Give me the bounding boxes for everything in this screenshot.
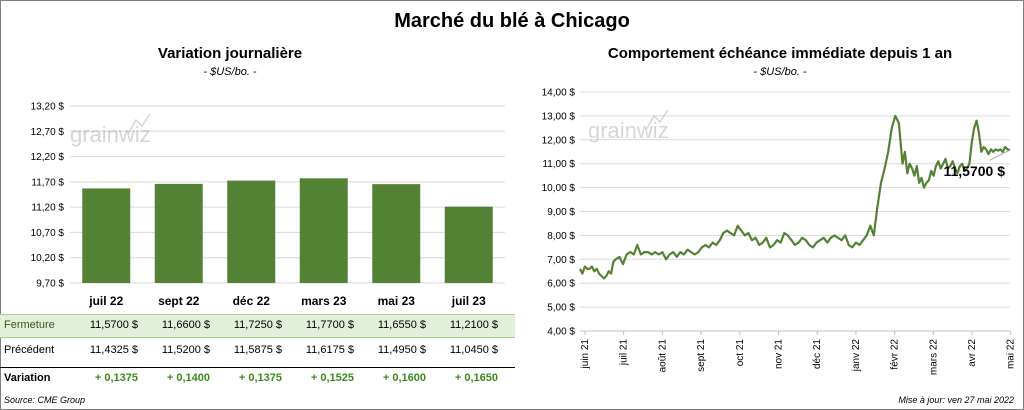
y-tick-label: 7,00 $ xyxy=(547,255,575,266)
y-tick-label: 11,00 $ xyxy=(542,159,575,170)
table-cell: 11,6175 $ xyxy=(305,344,354,356)
x-tick-label: févr 22 xyxy=(890,339,901,370)
x-tick-label: juin 21 xyxy=(580,339,591,370)
x-tick-label: déc 21 xyxy=(812,339,823,369)
watermark-logo: grainwiz xyxy=(70,113,151,147)
row-label-fermeture: Fermeture xyxy=(4,319,55,331)
table-cell: + 0,1375 xyxy=(94,372,138,384)
x-tick-label: juil 22 xyxy=(88,294,123,308)
line-chart: 4,00 $ 5,00 $ 6,00 $ 7,00 $ 8,00 $ 9,00 $ 10,0… xyxy=(542,88,1017,376)
x-tick-label: mai 23 xyxy=(378,294,416,308)
x-tick-label: juil 23 xyxy=(451,294,486,308)
table-cell: 11,6550 $ xyxy=(377,319,426,331)
x-tick-label: sept 21 xyxy=(696,339,707,372)
y-tick-label: 5,00 $ xyxy=(547,303,575,314)
table-cell: 11,5200 $ xyxy=(161,344,210,356)
y-tick-label: 10,70 $ xyxy=(31,228,65,239)
table-cell: + 0,1600 xyxy=(382,372,426,384)
y-tick-label: 10,20 $ xyxy=(31,253,65,264)
last-value-label: 11,5700 $ xyxy=(943,163,1005,179)
bar xyxy=(82,188,131,283)
y-tick-label: 14,00 $ xyxy=(542,88,576,99)
x-tick-label: déc 22 xyxy=(233,294,271,308)
last-value-leader xyxy=(989,149,1011,161)
y-tick-label: 4,00 $ xyxy=(547,327,575,338)
left-panel-subtitle: - $US/bo. - xyxy=(203,66,257,78)
bar xyxy=(444,206,493,283)
table-cell: 11,7250 $ xyxy=(233,319,282,331)
update-note: Mise à jour: ven 27 mai 2022 xyxy=(898,395,1014,405)
y-tick-label: 11,20 $ xyxy=(31,203,64,214)
table-cell: 11,7700 $ xyxy=(305,319,354,331)
watermark-text: grainwiz xyxy=(70,122,151,147)
left-panel-title: Variation journalière xyxy=(157,45,303,62)
x-tick-label: janv 22 xyxy=(851,339,862,373)
x-tick-label: avr 22 xyxy=(967,339,978,367)
table-cell: 11,4325 $ xyxy=(89,344,138,356)
x-tick-label: sept 22 xyxy=(158,294,200,308)
table-cell: 11,5700 $ xyxy=(89,319,138,331)
watermark-text: grainwiz xyxy=(588,118,669,143)
y-tick-label: 8,00 $ xyxy=(547,231,575,242)
main-title: Marché du blé à Chicago xyxy=(394,10,630,32)
table-cell: 11,4950 $ xyxy=(377,344,426,356)
right-panel-title: Comportement échéance immédiate depuis 1… xyxy=(607,45,953,62)
y-tick-label: 10,00 $ xyxy=(542,183,576,194)
table-row-variation: Variation + 0,1375 + 0,1400 + 0,1375 + 0… xyxy=(0,367,515,390)
x-tick-label: août 21 xyxy=(657,339,668,373)
row-label-variation: Variation xyxy=(4,372,51,384)
table-cell: 11,6600 $ xyxy=(161,319,210,331)
row-label-precedent: Précédent xyxy=(4,344,55,356)
y-tick-label: 12,70 $ xyxy=(31,127,65,138)
x-tick-label: oct 21 xyxy=(735,339,746,367)
bar xyxy=(227,180,276,283)
bar xyxy=(299,178,348,283)
x-tick-label: nov 21 xyxy=(774,339,785,369)
watermark-swoosh xyxy=(645,109,669,131)
table-cell: + 0,1400 xyxy=(166,372,210,384)
series-line xyxy=(579,114,1011,280)
bar xyxy=(372,184,421,283)
table-row-fermeture: Fermeture 11,5700 $ 11,6600 $ 11,7250 $ … xyxy=(0,314,515,338)
y-tick-label: 11,70 $ xyxy=(31,177,64,188)
y-tick-label: 6,00 $ xyxy=(547,279,575,290)
x-tick-label: mars 23 xyxy=(301,294,347,308)
watermark-logo: grainwiz xyxy=(588,109,669,143)
table-cell: + 0,1650 xyxy=(454,372,498,384)
table-cell: 11,0450 $ xyxy=(449,344,498,356)
right-panel-subtitle: - $US/bo. - xyxy=(753,66,807,78)
table-cell: + 0,1375 xyxy=(238,372,282,384)
table-cell: + 0,1525 xyxy=(310,372,354,384)
bar-chart: 9,70 $ 10,20 $ 10,70 $ 11,20 $ 11,70 $ 12,20 … xyxy=(31,102,505,308)
table-cell: 11,2100 $ xyxy=(449,319,498,331)
y-tick-label: 9,70 $ xyxy=(36,279,64,290)
x-tick-label: juil 21 xyxy=(619,339,630,367)
table-row-precedent: Précédent 11,4325 $ 11,5200 $ 11,5875 $ … xyxy=(0,340,515,362)
x-tick-label: mai 22 xyxy=(1006,339,1017,369)
table-cell: 11,5875 $ xyxy=(233,344,282,356)
bar xyxy=(154,183,203,283)
watermark-swoosh xyxy=(127,113,151,135)
source-note: Source: CME Group xyxy=(4,395,86,405)
y-tick-label: 9,00 $ xyxy=(547,207,575,218)
y-tick-label: 12,20 $ xyxy=(31,152,65,163)
y-tick-label: 13,20 $ xyxy=(31,102,65,113)
y-tick-label: 12,00 $ xyxy=(542,135,576,146)
y-tick-label: 13,00 $ xyxy=(542,111,576,122)
x-tick-label: mars 22 xyxy=(928,339,939,376)
